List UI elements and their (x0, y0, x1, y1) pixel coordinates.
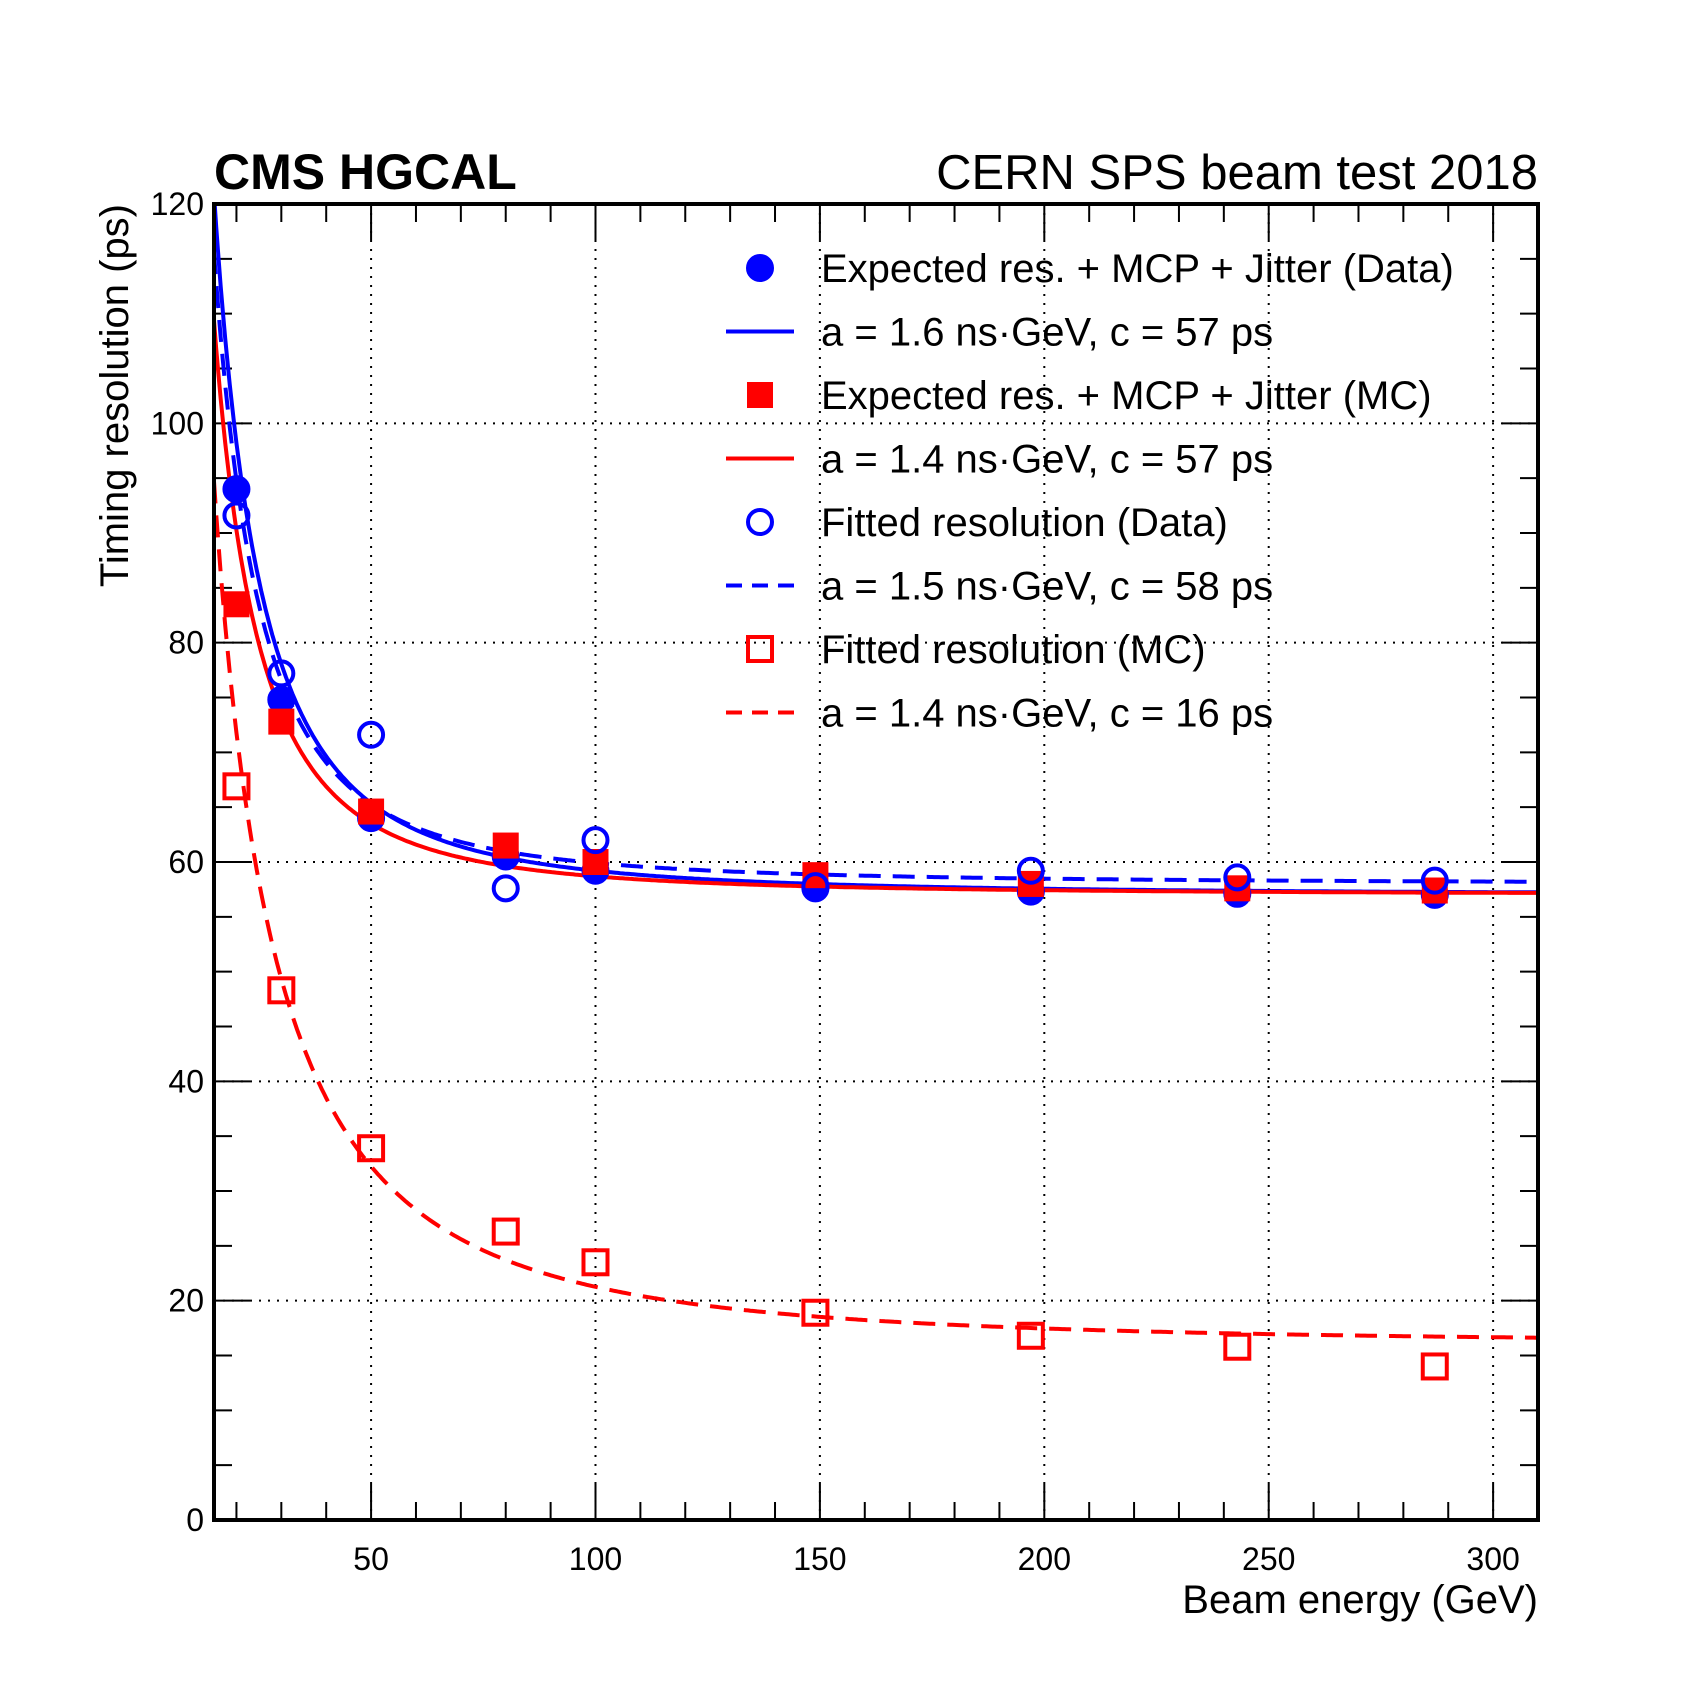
x-tick-label: 150 (793, 1541, 846, 1577)
legend-marker (746, 254, 774, 282)
fit-curve (214, 481, 1538, 1340)
data-point (267, 976, 296, 1005)
data-point (581, 1248, 610, 1277)
legend-label: a = 1.6 ns·GeV, c = 57 ps (821, 311, 1273, 355)
data-points (222, 475, 1449, 1381)
data-point (801, 1298, 830, 1327)
tick-labels: 50 100 150 200 250 300 0 20 40 60 80 100 120 (151, 186, 1520, 1577)
data-point (1223, 863, 1252, 892)
x-tick-label: 100 (569, 1541, 622, 1577)
data-point (1016, 1321, 1045, 1350)
data-point (358, 798, 385, 825)
data-point (223, 591, 250, 618)
x-axis-title: Beam energy (GeV) (1182, 1578, 1538, 1622)
data-point (222, 475, 251, 504)
data-point (222, 772, 251, 801)
y-tick-label: 20 (168, 1283, 204, 1319)
fit-curve (214, 252, 1538, 884)
data-point (268, 708, 295, 735)
legend-marker (747, 382, 773, 408)
legend-marker (746, 508, 774, 536)
legend-entry: a = 1.4 ns·GeV, c = 16 ps (726, 692, 1273, 736)
x-tick-label: 300 (1466, 1541, 1519, 1577)
legend: Expected res. + MCP + Jitter (Data) a = 1… (726, 247, 1454, 736)
legend-entry: a = 1.4 ns·GeV, c = 57 ps (726, 438, 1273, 482)
x-tick-label: 250 (1242, 1541, 1295, 1577)
legend-label: a = 1.4 ns·GeV, c = 57 ps (821, 438, 1273, 482)
legend-marker (746, 635, 774, 663)
data-point (1420, 1352, 1449, 1381)
legend-label: Fitted resolution (MC) (821, 628, 1206, 672)
legend-entry: a = 1.6 ns·GeV, c = 57 ps (726, 311, 1273, 355)
y-tick-label: 0 (186, 1502, 204, 1538)
legend-label: a = 1.4 ns·GeV, c = 16 ps (821, 692, 1273, 736)
y-tick-label: 120 (151, 186, 204, 222)
legend-label: Expected res. + MCP + Jitter (MC) (821, 374, 1432, 418)
data-point (1420, 866, 1449, 895)
legend-entry: Fitted resolution (Data) (746, 501, 1228, 545)
data-point (491, 874, 520, 903)
legend-entry: Expected res. + MCP + Jitter (Data) (746, 247, 1454, 291)
y-tick-label: 60 (168, 844, 204, 880)
fit-curves (214, 204, 1538, 1340)
legend-label: Fitted resolution (Data) (821, 501, 1228, 545)
fit-curve (214, 320, 1538, 895)
legend-entry: Expected res. + MCP + Jitter (MC) (747, 374, 1432, 418)
y-axis-title: Timing resolution (ps) (93, 204, 137, 587)
data-point (357, 720, 386, 749)
legend-entry: Fitted resolution (MC) (746, 628, 1206, 672)
plot-frame (212, 202, 1540, 1522)
experiment-label: CMS HGCAL (214, 144, 517, 200)
y-tick-label: 100 (151, 405, 204, 441)
y-tick-label: 80 (168, 625, 204, 661)
legend-entry: a = 1.5 ns·GeV, c = 58 ps (726, 565, 1273, 609)
data-point (1016, 856, 1045, 885)
data-point (801, 872, 830, 901)
data-point (491, 1217, 520, 1246)
data-point (1223, 1332, 1252, 1361)
condition-label: CERN SPS beam test 2018 (936, 146, 1538, 200)
data-point (581, 826, 610, 855)
data-point (267, 659, 296, 688)
data-point (492, 832, 519, 859)
x-tick-label: 50 (353, 1541, 389, 1577)
data-point (357, 1134, 386, 1163)
y-tick-label: 40 (168, 1063, 204, 1099)
data-point (222, 501, 251, 530)
legend-label: a = 1.5 ns·GeV, c = 58 ps (821, 565, 1273, 609)
legend-label: Expected res. + MCP + Jitter (Data) (821, 247, 1454, 291)
x-tick-label: 200 (1018, 1541, 1071, 1577)
